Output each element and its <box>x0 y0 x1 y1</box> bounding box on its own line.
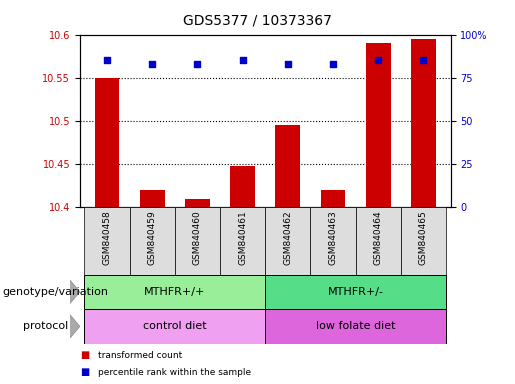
Polygon shape <box>70 280 80 304</box>
Point <box>193 61 201 67</box>
Point <box>419 58 427 64</box>
Text: ■: ■ <box>80 350 89 360</box>
FancyBboxPatch shape <box>401 207 446 275</box>
Bar <box>140 190 165 207</box>
Bar <box>95 78 119 207</box>
Text: GSM840460: GSM840460 <box>193 211 202 265</box>
Point <box>103 58 111 64</box>
FancyBboxPatch shape <box>356 207 401 275</box>
Text: transformed count: transformed count <box>98 351 182 360</box>
Text: ■: ■ <box>80 367 89 377</box>
Bar <box>366 43 391 207</box>
Text: control diet: control diet <box>143 321 207 331</box>
Text: MTHFR+/+: MTHFR+/+ <box>144 287 205 297</box>
Text: genotype/variation: genotype/variation <box>3 287 109 297</box>
Text: MTHFR+/-: MTHFR+/- <box>328 287 384 297</box>
Polygon shape <box>70 314 80 339</box>
Text: percentile rank within the sample: percentile rank within the sample <box>98 368 251 377</box>
Point <box>374 58 383 64</box>
Text: GSM840463: GSM840463 <box>329 211 337 265</box>
Bar <box>84 275 265 309</box>
Bar <box>230 166 255 207</box>
Text: GSM840464: GSM840464 <box>374 211 383 265</box>
FancyBboxPatch shape <box>130 207 175 275</box>
Text: GSM840459: GSM840459 <box>148 211 157 265</box>
Text: low folate diet: low folate diet <box>316 321 396 331</box>
Bar <box>411 39 436 207</box>
Bar <box>265 309 446 344</box>
FancyBboxPatch shape <box>175 207 220 275</box>
Bar <box>276 125 300 207</box>
Text: GSM840458: GSM840458 <box>102 211 111 265</box>
Text: GSM840461: GSM840461 <box>238 211 247 265</box>
Bar <box>321 190 346 207</box>
FancyBboxPatch shape <box>265 207 311 275</box>
Point <box>284 61 292 67</box>
Point <box>238 58 247 64</box>
Bar <box>185 199 210 207</box>
Text: GSM840462: GSM840462 <box>283 211 293 265</box>
Bar <box>265 275 446 309</box>
Point <box>148 61 156 67</box>
FancyBboxPatch shape <box>220 207 265 275</box>
Text: GDS5377 / 10373367: GDS5377 / 10373367 <box>183 13 332 27</box>
Bar <box>84 309 265 344</box>
Text: GSM840465: GSM840465 <box>419 211 428 265</box>
Point <box>329 61 337 67</box>
Text: protocol: protocol <box>23 321 68 331</box>
FancyBboxPatch shape <box>84 207 130 275</box>
FancyBboxPatch shape <box>311 207 356 275</box>
